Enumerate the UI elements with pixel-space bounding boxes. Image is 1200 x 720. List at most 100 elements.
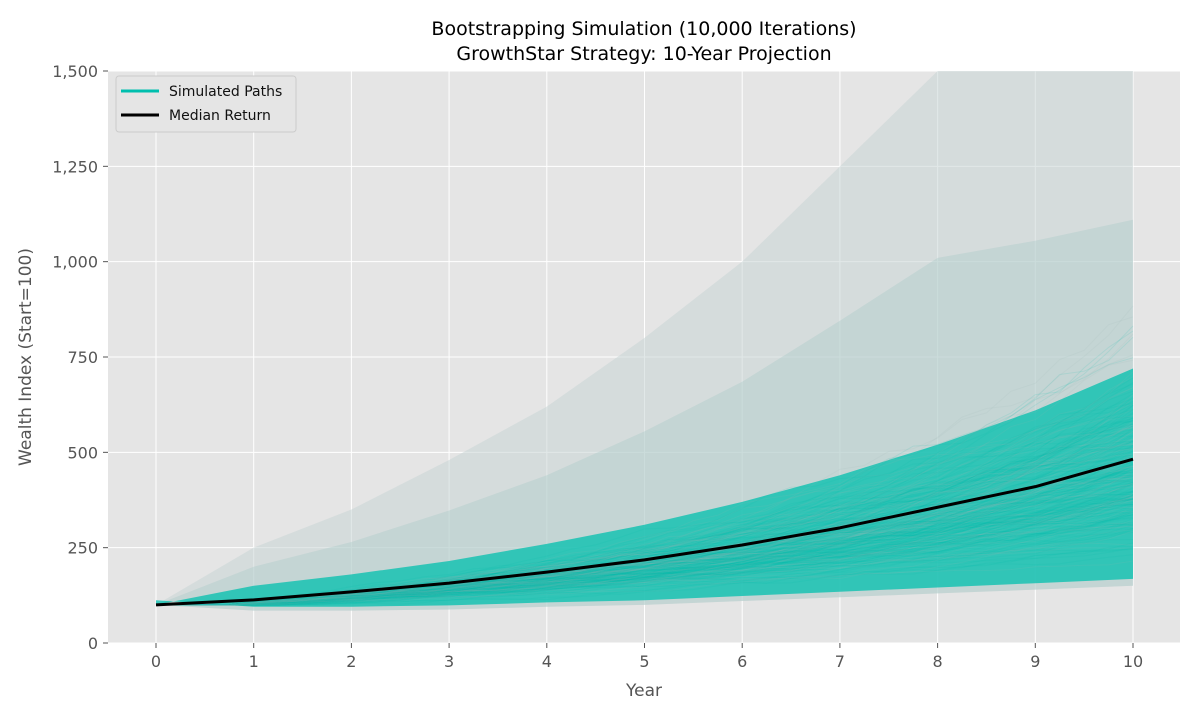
simulated-path bbox=[155, 498, 1134, 606]
y-tick-label: 1,000 bbox=[52, 253, 98, 272]
simulated-path bbox=[155, 330, 1134, 606]
simulated-path bbox=[155, 518, 1134, 606]
simulated-path bbox=[155, 503, 1134, 606]
simulated-path bbox=[155, 427, 1134, 606]
simulated-path bbox=[155, 482, 1134, 606]
simulated-path bbox=[155, 419, 1134, 606]
simulated-path bbox=[155, 382, 1134, 606]
simulated-path bbox=[155, 507, 1134, 606]
x-tick-label: 9 bbox=[1030, 652, 1040, 671]
simulated-path bbox=[155, 490, 1134, 606]
simulated-path bbox=[155, 464, 1134, 606]
y-tick-label: 1,500 bbox=[52, 62, 98, 81]
simulated-path bbox=[155, 336, 1134, 606]
x-tick-label: 2 bbox=[346, 652, 356, 671]
simulated-path bbox=[155, 498, 1134, 606]
simulated-path bbox=[155, 526, 1134, 606]
simulated-path bbox=[155, 511, 1134, 606]
simulated-path bbox=[155, 461, 1134, 606]
simulated-path bbox=[155, 325, 1134, 606]
simulated-path bbox=[155, 417, 1134, 606]
simulated-path bbox=[155, 429, 1134, 606]
simulated-path bbox=[155, 482, 1134, 606]
simulated-path bbox=[155, 509, 1134, 606]
simulated-path bbox=[155, 447, 1134, 606]
simulated-path bbox=[155, 481, 1134, 606]
simulated-path bbox=[155, 480, 1134, 606]
simulated-path bbox=[155, 503, 1134, 606]
simulated-path bbox=[155, 522, 1134, 606]
simulated-path bbox=[155, 454, 1134, 606]
x-tick-label: 4 bbox=[542, 652, 552, 671]
x-tick-label: 7 bbox=[835, 652, 845, 671]
simulated-path bbox=[155, 528, 1134, 606]
simulated-path bbox=[155, 529, 1134, 606]
simulated-path bbox=[155, 490, 1134, 606]
simulated-path bbox=[155, 506, 1134, 606]
simulated-path bbox=[155, 502, 1134, 606]
simulated-path bbox=[155, 487, 1134, 606]
simulated-path bbox=[155, 459, 1134, 606]
simulated-path bbox=[155, 494, 1134, 606]
simulated-path bbox=[155, 522, 1134, 606]
simulated-path bbox=[155, 478, 1134, 606]
simulated-path bbox=[155, 493, 1134, 606]
simulated-path bbox=[155, 484, 1134, 606]
x-tick-label: 5 bbox=[639, 652, 649, 671]
simulated-path bbox=[155, 523, 1134, 606]
simulated-path bbox=[155, 490, 1134, 606]
simulated-path bbox=[155, 504, 1134, 606]
simulated-path bbox=[155, 496, 1134, 606]
simulated-path bbox=[155, 465, 1134, 606]
axis-ticks: 0 1 2 3 4 5 6 7 8 9 10 0 250 500 750 1,000 1,250 1,500 bbox=[52, 62, 1143, 671]
simulated-path bbox=[155, 431, 1134, 606]
simulated-path bbox=[155, 453, 1134, 606]
simulated-path bbox=[155, 528, 1134, 606]
simulated-path bbox=[155, 401, 1134, 606]
simulated-path bbox=[155, 517, 1134, 606]
simulated-path bbox=[155, 531, 1134, 606]
simulated-path bbox=[155, 494, 1134, 606]
simulated-path bbox=[155, 476, 1134, 606]
legend-label-simulated: Simulated Paths bbox=[169, 84, 282, 100]
simulated-path bbox=[155, 510, 1134, 606]
y-axis-label: Wealth Index (Start=100) bbox=[16, 248, 36, 466]
simulated-path bbox=[155, 493, 1134, 606]
simulated-path bbox=[155, 471, 1134, 606]
simulated-path bbox=[155, 511, 1134, 606]
simulated-path bbox=[155, 479, 1134, 606]
simulated-path bbox=[155, 408, 1134, 606]
simulated-path bbox=[155, 498, 1134, 606]
simulated-path bbox=[155, 510, 1134, 606]
simulated-path bbox=[155, 359, 1134, 606]
simulated-path bbox=[155, 444, 1134, 606]
simulated-path bbox=[155, 498, 1134, 606]
median-return-line bbox=[155, 457, 1134, 607]
simulated-path bbox=[155, 501, 1134, 606]
simulated-path bbox=[155, 427, 1134, 606]
simulated-path bbox=[155, 453, 1134, 606]
simulated-path bbox=[155, 539, 1134, 606]
simulated-path bbox=[155, 468, 1134, 606]
simulated-path bbox=[155, 548, 1134, 606]
simulated-path bbox=[155, 316, 1134, 606]
simulated-path bbox=[155, 471, 1134, 606]
simulated-path bbox=[155, 546, 1134, 606]
simulated-path bbox=[155, 516, 1134, 606]
simulated-path bbox=[155, 514, 1134, 606]
simulated-path bbox=[155, 459, 1134, 606]
simulated-path bbox=[155, 458, 1134, 606]
simulated-path bbox=[155, 501, 1134, 606]
simulated-path bbox=[155, 529, 1134, 606]
simulated-path bbox=[155, 472, 1134, 606]
legend: Simulated Paths Median Return bbox=[115, 75, 297, 133]
simulated-path bbox=[155, 547, 1134, 606]
simulated-path bbox=[155, 475, 1134, 606]
simulated-path bbox=[155, 383, 1134, 606]
simulated-path bbox=[155, 499, 1134, 606]
simulated-path bbox=[155, 498, 1134, 606]
simulated-path bbox=[155, 376, 1134, 606]
simulated-path bbox=[155, 502, 1134, 606]
x-tick-label: 1 bbox=[249, 652, 259, 671]
simulated-path bbox=[155, 507, 1134, 606]
